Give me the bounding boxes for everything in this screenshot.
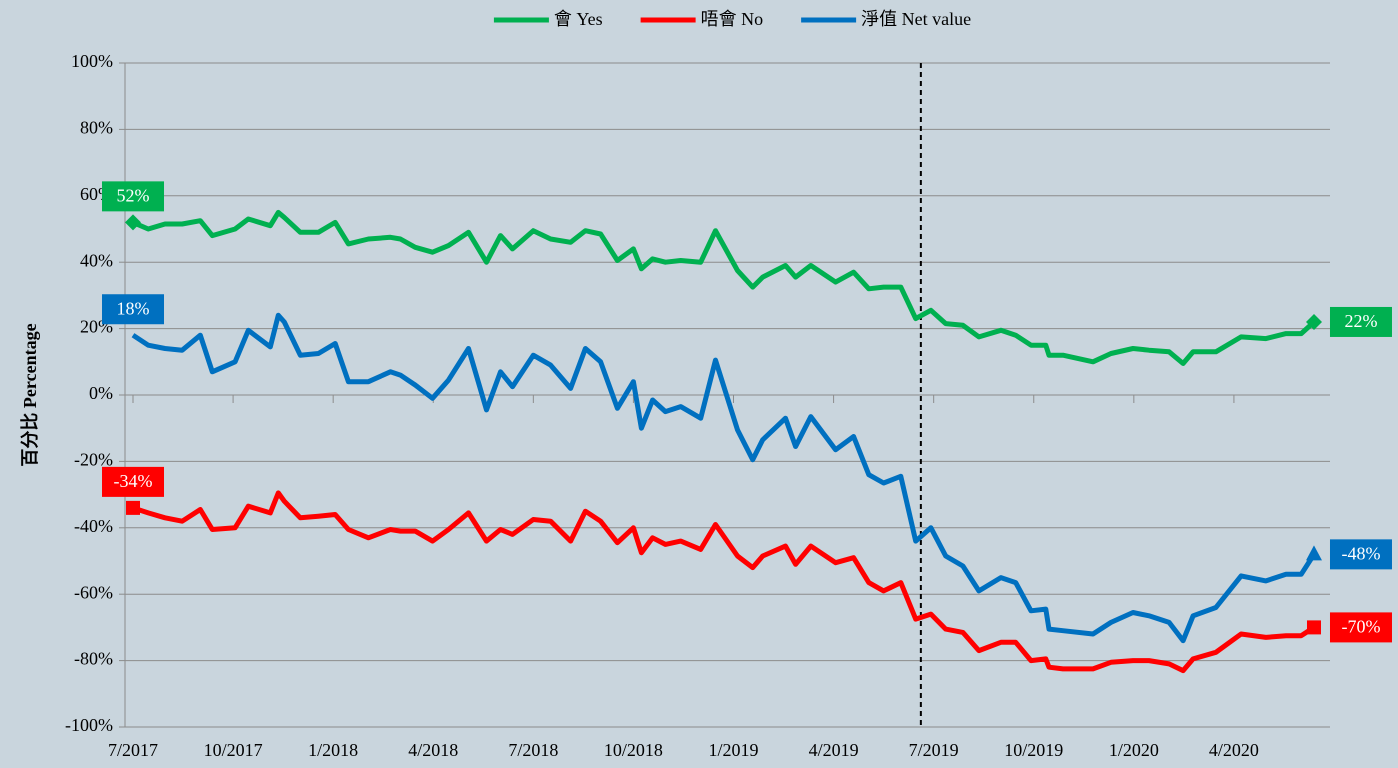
marker — [125, 214, 142, 231]
legend-item: 會 Yes — [493, 9, 603, 29]
x-tick-label: 1/2019 — [708, 740, 758, 760]
x-tick-label: 4/2018 — [408, 740, 458, 760]
y-tick-label: -100% — [65, 715, 113, 735]
y-tick-label: 0% — [89, 383, 113, 403]
y-tick-label: -20% — [74, 450, 113, 470]
x-tick-label: 4/2020 — [1209, 740, 1259, 760]
x-tick-label: 1/2020 — [1109, 740, 1159, 760]
legend: 會 Yes 唔會 No 淨值 Net value — [493, 9, 971, 29]
y-tick-label: 80% — [80, 118, 113, 138]
marker — [126, 500, 141, 515]
legend-label: 淨值 Net value — [861, 9, 971, 29]
y-tick-label: -40% — [74, 516, 113, 536]
x-tick-label: 4/2019 — [809, 740, 859, 760]
value-label-box — [102, 466, 165, 497]
legend-item: 淨值 Net value — [801, 9, 971, 29]
y-axis-label: 百分比 Percentage — [20, 323, 40, 466]
line — [132, 490, 1316, 674]
value-label-box — [102, 294, 165, 325]
legend-label: 唔會 No — [701, 9, 764, 29]
line — [131, 312, 1317, 644]
x-tick-label: 7/2017 — [108, 740, 158, 760]
value-label: 52% — [117, 185, 150, 205]
value-label: 22% — [1344, 311, 1377, 331]
x-tick-label: 7/2019 — [909, 740, 959, 760]
x-tick-label: 1/2018 — [308, 740, 358, 760]
value-label-box — [1329, 612, 1392, 643]
marker — [1306, 620, 1321, 635]
value-label-box — [1329, 306, 1392, 337]
y-tick-label: 100% — [71, 51, 113, 71]
value-label: -70% — [1341, 617, 1380, 637]
value-label: -48% — [1341, 543, 1380, 563]
x-tick-label: 10/2017 — [204, 740, 263, 760]
marker — [1305, 545, 1322, 561]
value-label-box — [102, 181, 165, 212]
value-label: 18% — [117, 298, 150, 318]
line — [132, 209, 1316, 366]
y-tick-label: -60% — [74, 582, 113, 602]
x-tick-label: 7/2018 — [508, 740, 558, 760]
x-tick-label: 10/2018 — [604, 740, 663, 760]
marker — [1305, 313, 1322, 330]
value-label: -34% — [114, 471, 153, 491]
legend-label: 會 Yes — [554, 9, 603, 29]
legend-item: 唔會 No — [640, 9, 764, 29]
value-label-box — [1329, 539, 1392, 570]
y-tick-label: -80% — [74, 649, 113, 669]
x-tick-label: 10/2019 — [1004, 740, 1063, 760]
y-tick-label: 40% — [80, 250, 113, 270]
